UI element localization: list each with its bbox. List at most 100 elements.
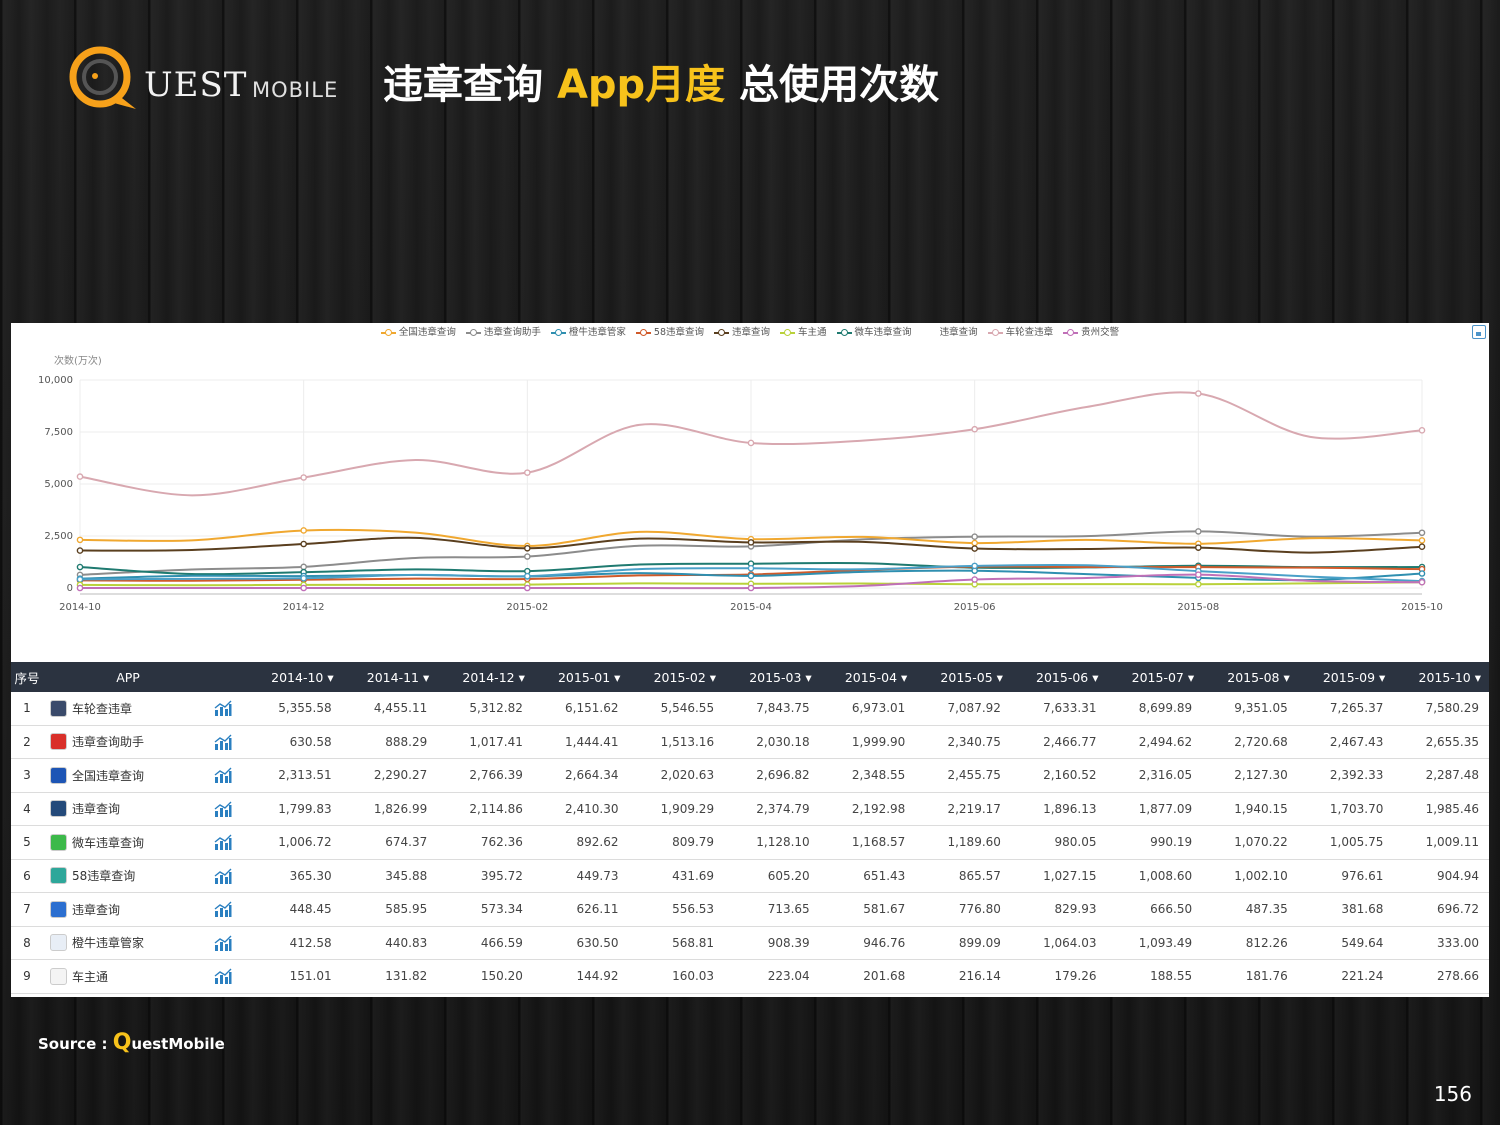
legend-item[interactable]: 违章查询 [922, 324, 978, 338]
trend-chart-icon[interactable] [214, 834, 232, 851]
row-trend [213, 825, 247, 860]
trend-chart-icon[interactable] [214, 901, 232, 918]
legend-item[interactable]: 58违章查询 [635, 324, 704, 338]
cell-value: 1,999.90 [819, 725, 916, 759]
legend-label: 微车违章查询 [854, 327, 912, 338]
cell-value: 2,192.98 [819, 792, 916, 826]
row-trend [213, 892, 247, 927]
trend-chart-icon[interactable] [214, 767, 232, 784]
col-rank: 序号 [14, 670, 40, 686]
legend-item[interactable]: 微车违章查询 [836, 324, 912, 338]
data-point [76, 536, 84, 544]
col-month[interactable]: 2015-05 ▾ [940, 669, 1003, 685]
legend-item[interactable]: 车轮查违章 [987, 324, 1053, 338]
row-rank: 4 [11, 792, 43, 826]
col-month[interactable]: 2014-12 ▾ [462, 669, 525, 685]
col-month[interactable]: 2015-03 ▾ [749, 669, 812, 685]
cell-value: 1,128.10 [724, 825, 820, 860]
cell-value: 2,720.68 [1202, 725, 1298, 759]
cell-value: 1,017.41 [437, 725, 533, 759]
cell-value: 131.82 [341, 959, 438, 994]
row-app: 微车违章查询 [43, 825, 214, 860]
app-icon [50, 900, 67, 918]
legend-swatch [1063, 328, 1079, 337]
cell-value: 5,546.55 [628, 692, 725, 726]
row-app: 58违章查询 [43, 859, 214, 893]
col-month[interactable]: 2015-07 ▾ [1131, 669, 1195, 685]
row-trend [213, 859, 247, 893]
trend-chart-icon[interactable] [214, 935, 232, 951]
cell-value: 1,826.99 [341, 792, 438, 826]
cell-value: 2,020.63 [628, 758, 725, 793]
cell-value: 1,444.41 [532, 725, 629, 759]
cell-value: 412.58 [246, 926, 342, 960]
legend-item[interactable]: 橙牛违章管家 [550, 324, 626, 338]
trend-chart-icon[interactable] [214, 868, 232, 884]
data-point [300, 584, 307, 592]
cell-value: 829.93 [1010, 892, 1107, 927]
cell-value: 713.65 [724, 892, 820, 927]
cell-value: 2,655.35 [1393, 725, 1489, 759]
cell-value: 345.88 [341, 859, 438, 893]
cell-value: 2,287.48 [1393, 758, 1489, 793]
source-q: Q [112, 1030, 132, 1055]
table-row: 6 58违章查询 365.30 345.88 395.72 449.73 431.69 605… [11, 859, 1489, 893]
data-point [971, 533, 978, 540]
data-point [1418, 529, 1426, 537]
cell-value: 990.19 [1106, 825, 1203, 860]
logo-text: UEST [144, 65, 248, 105]
x-tick-label: 2014-12 [283, 602, 325, 613]
legend-swatch [780, 328, 796, 337]
cell-value: 549.64 [1297, 926, 1394, 960]
cell-value: 630.50 [532, 926, 629, 960]
cell-value: 899.09 [915, 926, 1011, 960]
cell-value: 1,985.46 [1393, 792, 1489, 826]
cell-value: 762.36 [437, 825, 533, 860]
row-trend [213, 792, 247, 826]
cell-value: 333.00 [1393, 926, 1489, 960]
trend-chart-icon[interactable] [214, 700, 232, 717]
data-point [300, 563, 307, 571]
trend-chart-icon[interactable] [214, 734, 232, 750]
cell-value: 2,466.77 [1010, 725, 1107, 759]
cell-value: 1,027.15 [1010, 859, 1107, 893]
legend-item[interactable]: 违章查询 [714, 324, 770, 338]
save-icon[interactable] [1472, 325, 1486, 339]
data-point [1195, 528, 1202, 535]
cell-value: 1,513.16 [628, 725, 725, 759]
data-table: 序号 APP 2014-10 ▾ 2014-11 ▾ 2014-12 ▾ 2015-0… [11, 662, 1489, 997]
col-month[interactable]: 2015-08 ▾ [1227, 669, 1290, 685]
trend-chart-icon[interactable] [214, 968, 232, 985]
cell-value: 0.00 [628, 993, 725, 997]
app-name: 违章查询 [72, 902, 121, 917]
data-point [76, 563, 84, 571]
cell-value: 408.66 [1010, 993, 1107, 997]
legend-item[interactable]: 违章查询助手 [465, 324, 541, 338]
data-point [76, 547, 84, 554]
col-month[interactable]: 2015-02 ▾ [653, 669, 717, 685]
cell-value: 904.94 [1393, 859, 1489, 893]
cell-value: 7,580.29 [1393, 692, 1489, 726]
col-month[interactable]: 2015-01 ▾ [557, 669, 621, 685]
row-trend [213, 959, 247, 994]
legend-item[interactable]: 贵州交警 [1063, 324, 1119, 338]
row-rank: 8 [11, 926, 43, 960]
legend-item[interactable]: 车主通 [780, 324, 827, 338]
cell-value: 1,909.29 [628, 792, 725, 826]
col-month[interactable]: 2015-04 ▾ [844, 669, 908, 685]
data-point [524, 544, 531, 552]
cell-value: 2,219.17 [915, 792, 1011, 826]
trend-chart-icon[interactable] [214, 801, 232, 817]
col-month[interactable]: 2015-10 ▾ [1418, 669, 1481, 685]
col-month[interactable]: 2014-10 ▾ [271, 669, 334, 685]
col-month[interactable]: 2015-06 ▾ [1036, 669, 1099, 685]
legend-swatch [836, 328, 852, 337]
legend-item[interactable]: 全国违章查询 [380, 324, 456, 338]
col-month[interactable]: 2014-11 ▾ [366, 669, 430, 685]
col-month[interactable]: 2015-09 ▾ [1322, 669, 1386, 685]
cell-value: 908.39 [724, 926, 820, 960]
cell-value: 144.92 [532, 959, 629, 994]
data-point [971, 539, 978, 547]
cell-value: 431.69 [628, 859, 725, 893]
cell-value: 151.01 [246, 959, 342, 994]
